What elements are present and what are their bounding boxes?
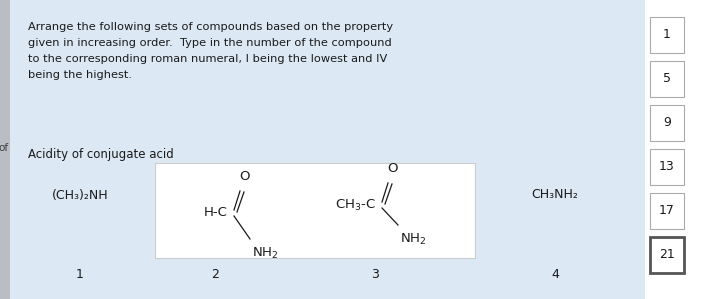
Text: Arrange the following sets of compounds based on the property: Arrange the following sets of compounds … — [28, 22, 393, 32]
Bar — [650, 237, 684, 272]
Text: 4: 4 — [551, 268, 559, 280]
Bar — [155, 163, 475, 258]
Text: Acidity of conjugate acid: Acidity of conjugate acid — [28, 148, 174, 161]
Bar — [650, 60, 684, 97]
Text: 17: 17 — [659, 204, 675, 217]
Text: NH$_2$: NH$_2$ — [252, 246, 279, 261]
Text: 1: 1 — [663, 28, 671, 41]
Text: being the highest.: being the highest. — [28, 70, 132, 80]
Text: CH₃NH₂: CH₃NH₂ — [531, 188, 578, 202]
Bar — [650, 104, 684, 141]
Text: H-C: H-C — [204, 207, 228, 219]
Text: 1: 1 — [76, 268, 84, 280]
Text: NH$_2$: NH$_2$ — [400, 232, 426, 247]
Text: to the corresponding roman numeral, I being the lowest and IV: to the corresponding roman numeral, I be… — [28, 54, 387, 64]
Text: 3: 3 — [371, 268, 379, 280]
Text: 13: 13 — [659, 160, 675, 173]
Text: given in increasing order.  Type in the number of the compound: given in increasing order. Type in the n… — [28, 38, 392, 48]
Text: O: O — [239, 170, 249, 184]
Bar — [650, 16, 684, 53]
Text: 21: 21 — [659, 248, 675, 261]
Bar — [650, 193, 684, 228]
Text: 2: 2 — [211, 268, 219, 280]
Text: of: of — [0, 143, 8, 153]
Text: 5: 5 — [663, 72, 671, 85]
Text: 9: 9 — [663, 116, 671, 129]
Bar — [645, 0, 720, 299]
Text: O: O — [387, 162, 397, 176]
Text: (CH₃)₂NH: (CH₃)₂NH — [52, 188, 108, 202]
Bar — [0, 0, 10, 299]
Bar — [10, 0, 645, 299]
Text: CH$_3$-C: CH$_3$-C — [335, 197, 376, 213]
Bar — [650, 149, 684, 184]
